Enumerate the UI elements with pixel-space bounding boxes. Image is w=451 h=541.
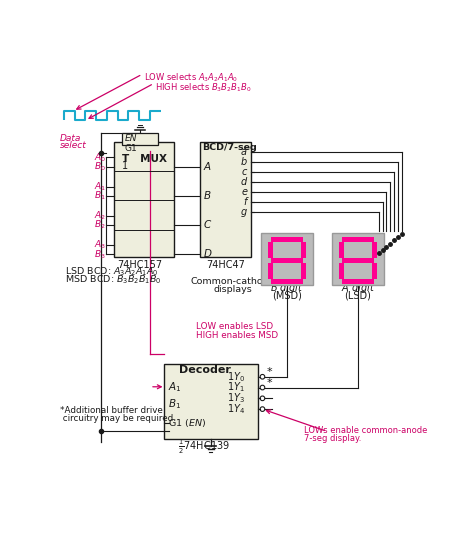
Text: circuitry may be required.: circuitry may be required. [60, 414, 175, 423]
Text: $1Y_3$: $1Y_3$ [226, 392, 244, 405]
Text: *: * [267, 378, 272, 388]
Text: a: a [240, 147, 247, 157]
Text: B: B [203, 191, 211, 201]
Text: Decoder: Decoder [179, 365, 230, 375]
Text: D: D [203, 249, 212, 259]
Bar [301, 242, 305, 258]
Bar [267, 242, 272, 258]
Text: A: A [203, 162, 211, 171]
Text: e: e [240, 187, 247, 197]
Bar [270, 237, 303, 242]
Text: $B_2$: $B_2$ [94, 219, 105, 232]
Bar [301, 263, 305, 279]
Text: $B_0$: $B_0$ [94, 160, 106, 173]
Text: $A_1$: $A_1$ [94, 180, 106, 193]
Text: $A_1$: $A_1$ [167, 380, 181, 394]
Bar [341, 237, 373, 242]
Bar [164, 364, 257, 439]
Text: displays: displays [213, 285, 252, 294]
Text: *Additional buffer drive: *Additional buffer drive [60, 406, 162, 415]
Bar [260, 233, 313, 285]
Bar [338, 242, 343, 258]
Text: f: f [243, 197, 247, 207]
Text: Data: Data [60, 134, 81, 143]
Bar [270, 279, 303, 283]
Bar [270, 258, 303, 263]
Text: HIGH selects $B_3B_2B_1B_0$: HIGH selects $B_3B_2B_1B_0$ [155, 82, 251, 94]
Bar [341, 279, 373, 283]
Text: 7-seg display.: 7-seg display. [304, 434, 361, 444]
Bar [341, 258, 373, 263]
Text: BCD/7-seg: BCD/7-seg [202, 143, 257, 153]
Text: c: c [241, 167, 247, 177]
Text: $\frac{1}{2}$74HC139: $\frac{1}{2}$74HC139 [177, 438, 229, 456]
Text: LSD BCD: $A_3A_2A_1A_0$: LSD BCD: $A_3A_2A_1A_0$ [65, 265, 158, 278]
Text: $B_3$: $B_3$ [94, 248, 105, 261]
Text: (LSD): (LSD) [344, 290, 371, 300]
Text: (MSD): (MSD) [272, 290, 301, 300]
Text: HIGH enables MSD: HIGH enables MSD [196, 331, 278, 340]
Text: $B_1$: $B_1$ [167, 397, 180, 411]
Text: 74HC47: 74HC47 [206, 260, 244, 270]
Bar [338, 263, 343, 279]
Text: $A_2$: $A_2$ [94, 209, 106, 222]
Text: 1: 1 [121, 161, 127, 171]
Bar [372, 242, 376, 258]
Text: LOWs enable common-anode: LOWs enable common-anode [304, 426, 427, 435]
Text: $1Y_1$: $1Y_1$ [226, 381, 244, 394]
Bar [267, 263, 272, 279]
Text: T   MUX: T MUX [121, 154, 166, 164]
Text: $B_1$: $B_1$ [94, 189, 105, 202]
Text: LOW enables LSD: LOW enables LSD [196, 322, 273, 331]
Text: G1 ($EN$): G1 ($EN$) [167, 417, 206, 429]
Text: LOW selects $A_3A_2A_1A_0$: LOW selects $A_3A_2A_1A_0$ [143, 72, 238, 84]
Text: g: g [240, 207, 247, 217]
Text: select: select [60, 141, 87, 150]
Bar [114, 142, 174, 258]
Text: $A$ digit: $A$ digit [340, 281, 374, 295]
Text: G1: G1 [124, 143, 137, 153]
Text: C: C [203, 220, 211, 230]
Text: b: b [240, 157, 247, 167]
Text: $1Y_4$: $1Y_4$ [226, 402, 244, 416]
Text: 74HC157: 74HC157 [117, 260, 162, 270]
Bar [372, 263, 376, 279]
Bar [331, 233, 383, 285]
Text: d: d [240, 177, 247, 187]
Text: Common-cathode: Common-cathode [190, 278, 275, 286]
Bar [200, 142, 250, 258]
Text: $A_3$: $A_3$ [94, 239, 106, 252]
Text: $B$ digit: $B$ digit [270, 281, 303, 295]
Text: $1Y_0$: $1Y_0$ [226, 370, 244, 384]
Bar [121, 133, 158, 145]
Text: EN: EN [124, 134, 137, 143]
Text: *: * [267, 367, 272, 377]
Text: $A_0$: $A_0$ [94, 151, 106, 163]
Text: MSD BCD: $B_3B_2B_1B_0$: MSD BCD: $B_3B_2B_1B_0$ [65, 274, 161, 286]
